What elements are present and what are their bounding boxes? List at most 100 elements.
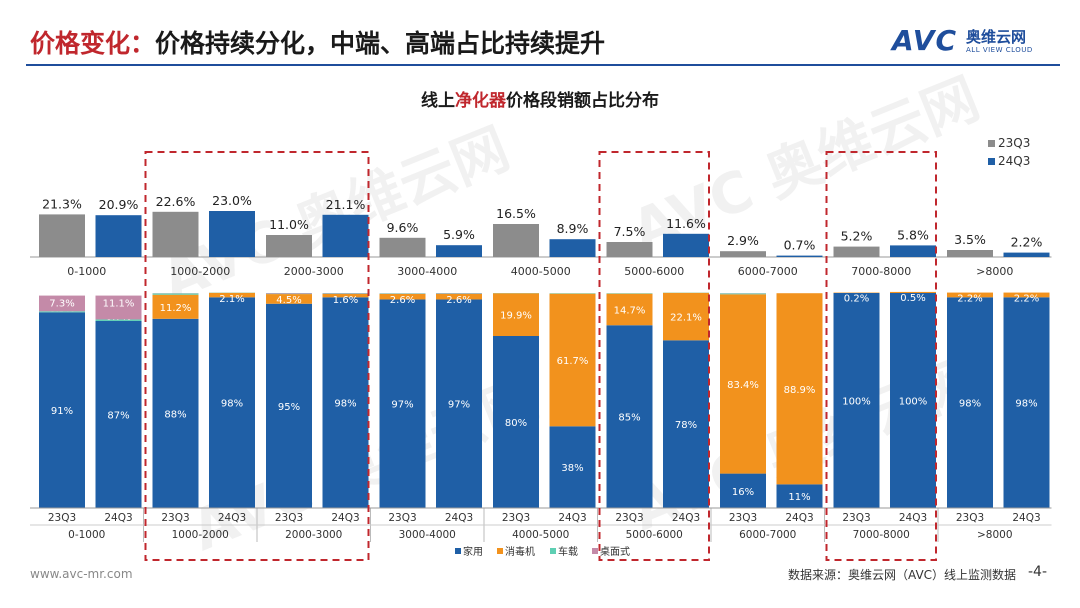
- stacked-segment: [720, 293, 766, 295]
- stacked-label: 0.2%: [844, 294, 869, 305]
- top-bar-label: 5.8%: [897, 227, 929, 242]
- footer-source: 数据来源：奥维云网（AVC）线上监测数据: [788, 568, 1017, 582]
- top-bar-label: 5.2%: [841, 229, 873, 244]
- stacked-segment: [322, 293, 369, 298]
- top-bar: [436, 245, 482, 257]
- stacked-segment: [322, 297, 369, 508]
- stacked-label: 38%: [561, 463, 583, 474]
- stacked-label: 11%: [788, 492, 810, 503]
- top-bar-label: 2.2%: [1011, 235, 1043, 250]
- top-bar: [776, 255, 823, 257]
- top-category-label: 7000-8000: [851, 265, 911, 278]
- legend-item-24q3: 24Q3: [988, 152, 1030, 170]
- top-bar-label: 20.9%: [99, 197, 139, 212]
- stacked-segment: [95, 295, 142, 320]
- stacked-segment: [663, 292, 709, 341]
- stacked-label: 19.9%: [500, 311, 532, 322]
- top-bar: [322, 214, 369, 257]
- sub-category-label: 23Q3: [729, 512, 757, 524]
- stacked-segment: [606, 293, 653, 326]
- stacked-label: 4.5%: [276, 295, 301, 306]
- stacked-label: 0.5%: [900, 293, 925, 304]
- stacked-label: 61.7%: [557, 356, 589, 367]
- top-bar-label: 3.5%: [954, 232, 986, 247]
- legend-label-23q3: 23Q3: [998, 136, 1031, 150]
- stacked-category-label: 1000-2000: [172, 529, 229, 541]
- header: 价格变化：价格持续分化，中端、高端占比持续提升 AVC 奥维云网 ALL VIE…: [0, 0, 1080, 68]
- legend-item-23q3: 23Q3: [988, 134, 1030, 152]
- sub-category-label: 23Q3: [275, 512, 303, 524]
- stacked-segment: [152, 293, 199, 295]
- top-bar: [720, 251, 766, 257]
- stacked-label: 2.2%: [957, 294, 982, 305]
- stacked-segment: [493, 293, 539, 336]
- top-category-label: 1000-2000: [170, 265, 230, 278]
- top-bar: [493, 224, 539, 257]
- top-category-label: 6000-7000: [738, 265, 798, 278]
- stacked-label: 100%: [899, 397, 928, 408]
- top-bar: [890, 245, 936, 257]
- stacked-label: 97%: [448, 400, 470, 411]
- stacked-segment: [209, 292, 255, 298]
- stacked-label: 22.1%: [670, 313, 702, 324]
- page-title: 价格变化：价格持续分化，中端、高端占比持续提升: [30, 24, 605, 60]
- top-bar-label: 8.9%: [557, 221, 589, 236]
- stacked-label: 91%: [51, 406, 73, 417]
- stacked-label: 2.2%: [1014, 294, 1039, 305]
- stacked-segment: [379, 293, 426, 300]
- stacked-segment: [266, 293, 312, 294]
- stacked-label: 11.1%: [103, 299, 135, 310]
- stacked-segment: [39, 312, 85, 508]
- sub-category-label: 24Q3: [672, 512, 700, 524]
- stacked-segment: [39, 295, 85, 312]
- top-category-label: 4000-5000: [511, 265, 571, 278]
- sub-category-label: 23Q3: [956, 512, 984, 524]
- stacked-label: 88%: [164, 409, 186, 420]
- top-bar-label: 2.9%: [727, 233, 759, 248]
- top-bar: [947, 250, 993, 257]
- stacked-segment: [776, 484, 823, 508]
- stacked-segment: [152, 318, 199, 508]
- top-bar-label: 23.0%: [212, 193, 252, 208]
- top-bar-label: 11.0%: [269, 217, 309, 232]
- stacked-segment: [95, 320, 142, 508]
- avc-logo: AVC 奥维云网 ALL VIEW CLOUD: [892, 24, 1062, 60]
- stacked-segment: [606, 325, 653, 508]
- stacked-label: 98%: [1015, 399, 1037, 410]
- stacked-segment: [890, 291, 936, 293]
- sub-category-label: 24Q3: [331, 512, 359, 524]
- sub-category-label: 23Q3: [615, 512, 643, 524]
- legend-label: 家用: [463, 545, 483, 558]
- stacked-label: 98%: [221, 399, 243, 410]
- stacked-label: 16%: [732, 487, 754, 498]
- stacked-category-label: 3000-4000: [399, 529, 456, 541]
- top-category-label: >8000: [976, 265, 1013, 278]
- top-category-label: 2000-3000: [284, 265, 344, 278]
- stacked-segment: [379, 299, 426, 508]
- stacked-label: 2.1%: [219, 294, 244, 305]
- footer-url: www.avc-mr.com: [30, 567, 133, 581]
- sub-category-label: 23Q3: [48, 512, 76, 524]
- stacked-segment: [549, 426, 596, 508]
- top-bar-label: 7.5%: [614, 224, 646, 239]
- chart-title-highlight: 净化器: [455, 91, 506, 111]
- stacked-label: 2.6%: [446, 295, 471, 306]
- stacked-category-label: 7000-8000: [853, 529, 910, 541]
- sub-category-label: 24Q3: [558, 512, 586, 524]
- stacked-segment: [436, 293, 482, 300]
- sub-category-label: 23Q3: [842, 512, 870, 524]
- top-category-label: 5000-6000: [624, 265, 684, 278]
- logo-cn-text: 奥维云网: [966, 28, 1027, 46]
- stacked-category-label: 0-1000: [68, 529, 105, 541]
- top-bar: [833, 246, 880, 257]
- highlight-box: [144, 151, 370, 561]
- sub-category-label: 23Q3: [388, 512, 416, 524]
- stacked-label: 87%: [107, 410, 129, 421]
- legend-label: 消毒机: [505, 545, 535, 558]
- top-bar: [39, 214, 85, 257]
- legend-swatch: [592, 548, 598, 554]
- sub-category-label: 24Q3: [445, 512, 473, 524]
- stacked-segment: [720, 473, 766, 508]
- top-bar: [663, 233, 709, 257]
